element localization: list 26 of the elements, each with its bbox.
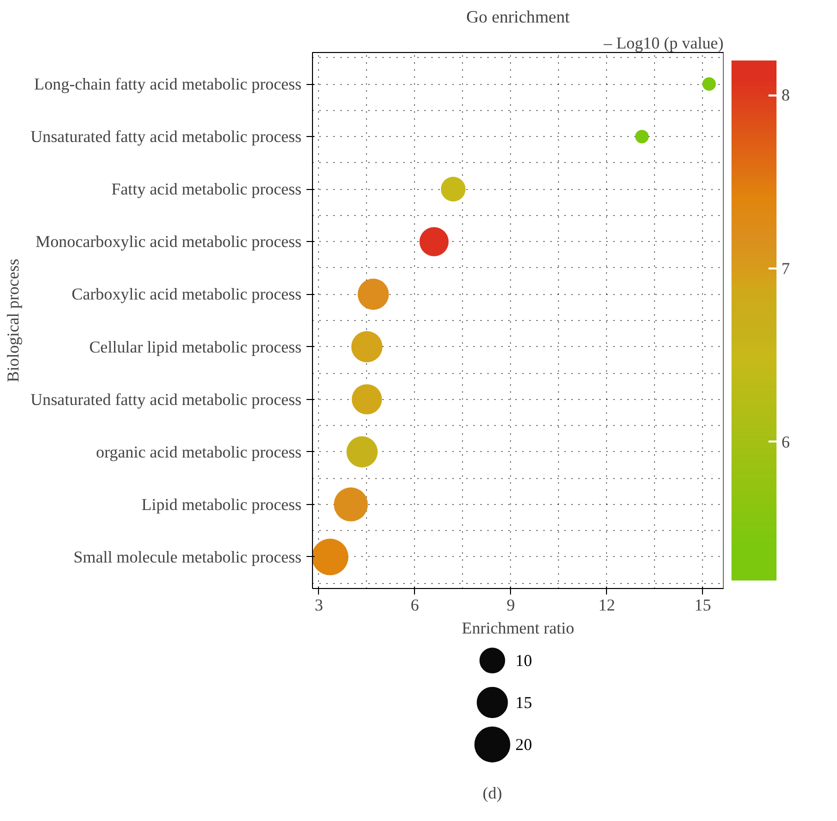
y-tick-label: Carboxylic acid metabolic process: [72, 284, 302, 304]
legend-label: 15: [515, 693, 532, 712]
chart-title: Go enrichment: [466, 8, 570, 26]
y-tick-label: Unsaturated fatty acid metabolic process: [30, 390, 302, 409]
y-tick-label: Lipid metabolic process: [141, 494, 302, 514]
y-tick-label: Cellular lipid metabolic process: [89, 337, 302, 356]
x-tick-label: 3: [314, 596, 324, 614]
x-tick-label: 15: [694, 596, 712, 614]
y-tick-label: Unsaturated fatty acid metabolic process: [30, 127, 302, 146]
y-tick-label: Fatty acid metabolic process: [111, 180, 302, 199]
y-tick-label: Long-chain fatty acid metabolic process: [34, 74, 302, 94]
color-bar-title: – Log10 (p value): [602, 34, 724, 52]
x-axis-title: Enrichment ratio: [462, 618, 574, 638]
x-tick-label: 9: [506, 596, 515, 614]
y-tick-label: organic acid metabolic process: [96, 442, 302, 462]
color-bar-label: 7: [782, 259, 790, 278]
y-tick-label: Small molecule metabolic process: [73, 547, 302, 566]
y-tick-label: Monocarboxylic acid metabolic process: [36, 232, 302, 252]
y-axis-title: Biological process: [3, 258, 22, 382]
x-tick-label: 12: [598, 596, 616, 614]
legend-label: 10: [515, 651, 532, 670]
color-bar-label: 6: [782, 432, 790, 452]
color-bar-label: 8: [782, 86, 790, 105]
x-tick-label: 6: [410, 596, 420, 614]
legend-label: 20: [515, 735, 532, 754]
text: (d): [482, 784, 502, 802]
